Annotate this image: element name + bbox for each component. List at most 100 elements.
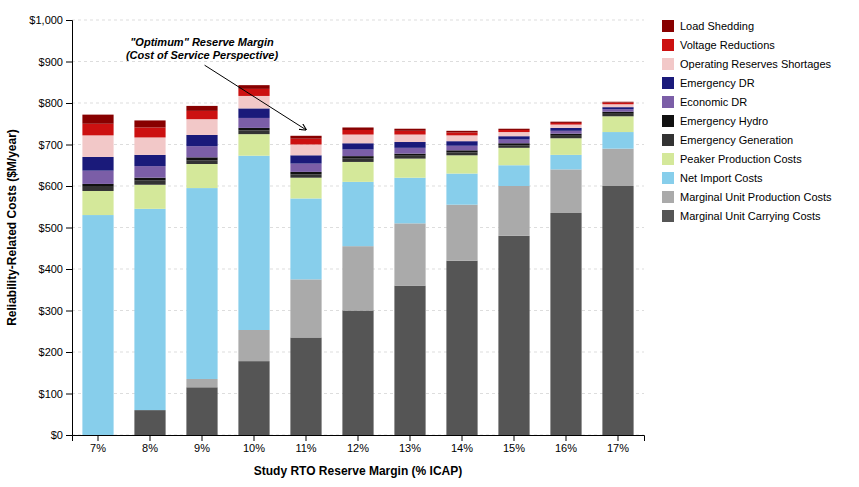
bar — [446, 155, 477, 173]
legend-item: Net Import Costs — [662, 172, 763, 184]
series — [82, 96, 633, 157]
legend-label: Net Import Costs — [680, 172, 763, 184]
tick-label: 7% — [90, 442, 106, 454]
bar — [290, 198, 321, 279]
legend-item: Peaker Production Costs — [662, 153, 802, 165]
legend-item: Voltage Reductions — [662, 39, 775, 51]
legend-item: Operating Reserves Shortages — [662, 58, 832, 70]
bar — [394, 129, 425, 131]
tick-label: $900 — [39, 56, 63, 68]
bar — [290, 145, 321, 156]
tick-mark — [306, 435, 307, 441]
tick-mark — [66, 103, 72, 104]
bar — [342, 311, 373, 436]
legend-swatch — [662, 115, 674, 127]
tick: 17% — [607, 435, 629, 454]
tick-label: $300 — [39, 305, 63, 317]
tick: $900 — [39, 56, 72, 68]
tick-label: 17% — [607, 442, 629, 454]
tick: $200 — [39, 346, 72, 358]
bar — [446, 131, 477, 133]
bar — [602, 132, 633, 149]
bar — [342, 130, 373, 135]
tick: $800 — [39, 97, 72, 109]
tick-label: 11% — [295, 442, 316, 454]
bar — [602, 109, 633, 111]
tick-mark — [66, 228, 72, 229]
tick-mark — [462, 435, 463, 441]
series — [186, 149, 633, 388]
bar — [290, 139, 321, 145]
bar — [446, 132, 477, 135]
bar — [186, 379, 217, 387]
bar — [134, 127, 165, 137]
bar — [446, 261, 477, 435]
tick-label: 9% — [194, 442, 210, 454]
bar — [238, 156, 269, 330]
bar — [342, 156, 373, 158]
bar — [602, 112, 633, 114]
legend-label: Operating Reserves Shortages — [680, 58, 832, 70]
bar — [602, 107, 633, 109]
legend-swatch — [662, 210, 674, 222]
tick-mark — [514, 435, 515, 441]
tick: $1,000 — [29, 14, 72, 26]
grid-line — [72, 103, 644, 104]
bar — [394, 135, 425, 142]
bar — [134, 181, 165, 185]
series — [82, 89, 633, 145]
tick-mark — [66, 145, 72, 146]
bar — [342, 182, 373, 246]
bar — [550, 138, 581, 155]
tick-label: $100 — [39, 388, 63, 400]
tick: $300 — [39, 305, 72, 317]
tick: 8% — [142, 435, 158, 454]
tick: $100 — [39, 388, 72, 400]
bar — [342, 135, 373, 144]
bar — [134, 155, 165, 166]
bar — [134, 410, 165, 435]
bar — [82, 115, 113, 124]
bar — [550, 125, 581, 128]
bar — [550, 128, 581, 131]
bar — [498, 130, 529, 132]
series — [82, 85, 633, 139]
tick: 10% — [243, 435, 265, 454]
legend-item: Emergency Generation — [662, 134, 793, 146]
tick-label: $0 — [51, 429, 63, 441]
tick: $500 — [39, 222, 72, 234]
series — [82, 114, 633, 191]
legend-item: Load Shedding — [662, 20, 754, 32]
tick-label: $600 — [39, 180, 63, 192]
bar — [290, 174, 321, 177]
bar — [394, 223, 425, 285]
bar — [186, 387, 217, 435]
tick-label: 15% — [503, 442, 525, 454]
bar — [394, 156, 425, 159]
bar — [290, 178, 321, 199]
tick: $0 — [51, 429, 72, 441]
bar — [498, 148, 529, 165]
tick-label: $800 — [39, 97, 63, 109]
bar — [498, 140, 529, 144]
tick-label: $400 — [39, 263, 63, 275]
bar — [602, 114, 633, 116]
grid-line — [72, 20, 644, 21]
bar — [186, 106, 217, 111]
bars — [82, 85, 633, 435]
tick: 11% — [295, 435, 316, 454]
bar — [342, 162, 373, 182]
x-axis: 7%8%9%10%11%12%13%14%15%16%17% — [73, 435, 645, 454]
annotation-line: "Optimum" Reserve Margin — [130, 36, 274, 48]
bar — [498, 132, 529, 136]
bar — [238, 118, 269, 128]
bar — [550, 134, 581, 136]
bar — [498, 186, 529, 236]
bar — [602, 101, 633, 103]
bar — [446, 146, 477, 151]
tick-label: $1,000 — [29, 14, 63, 26]
legend-label: Emergency Generation — [680, 134, 793, 146]
bar — [290, 155, 321, 163]
bar — [446, 205, 477, 261]
bar — [550, 155, 581, 170]
